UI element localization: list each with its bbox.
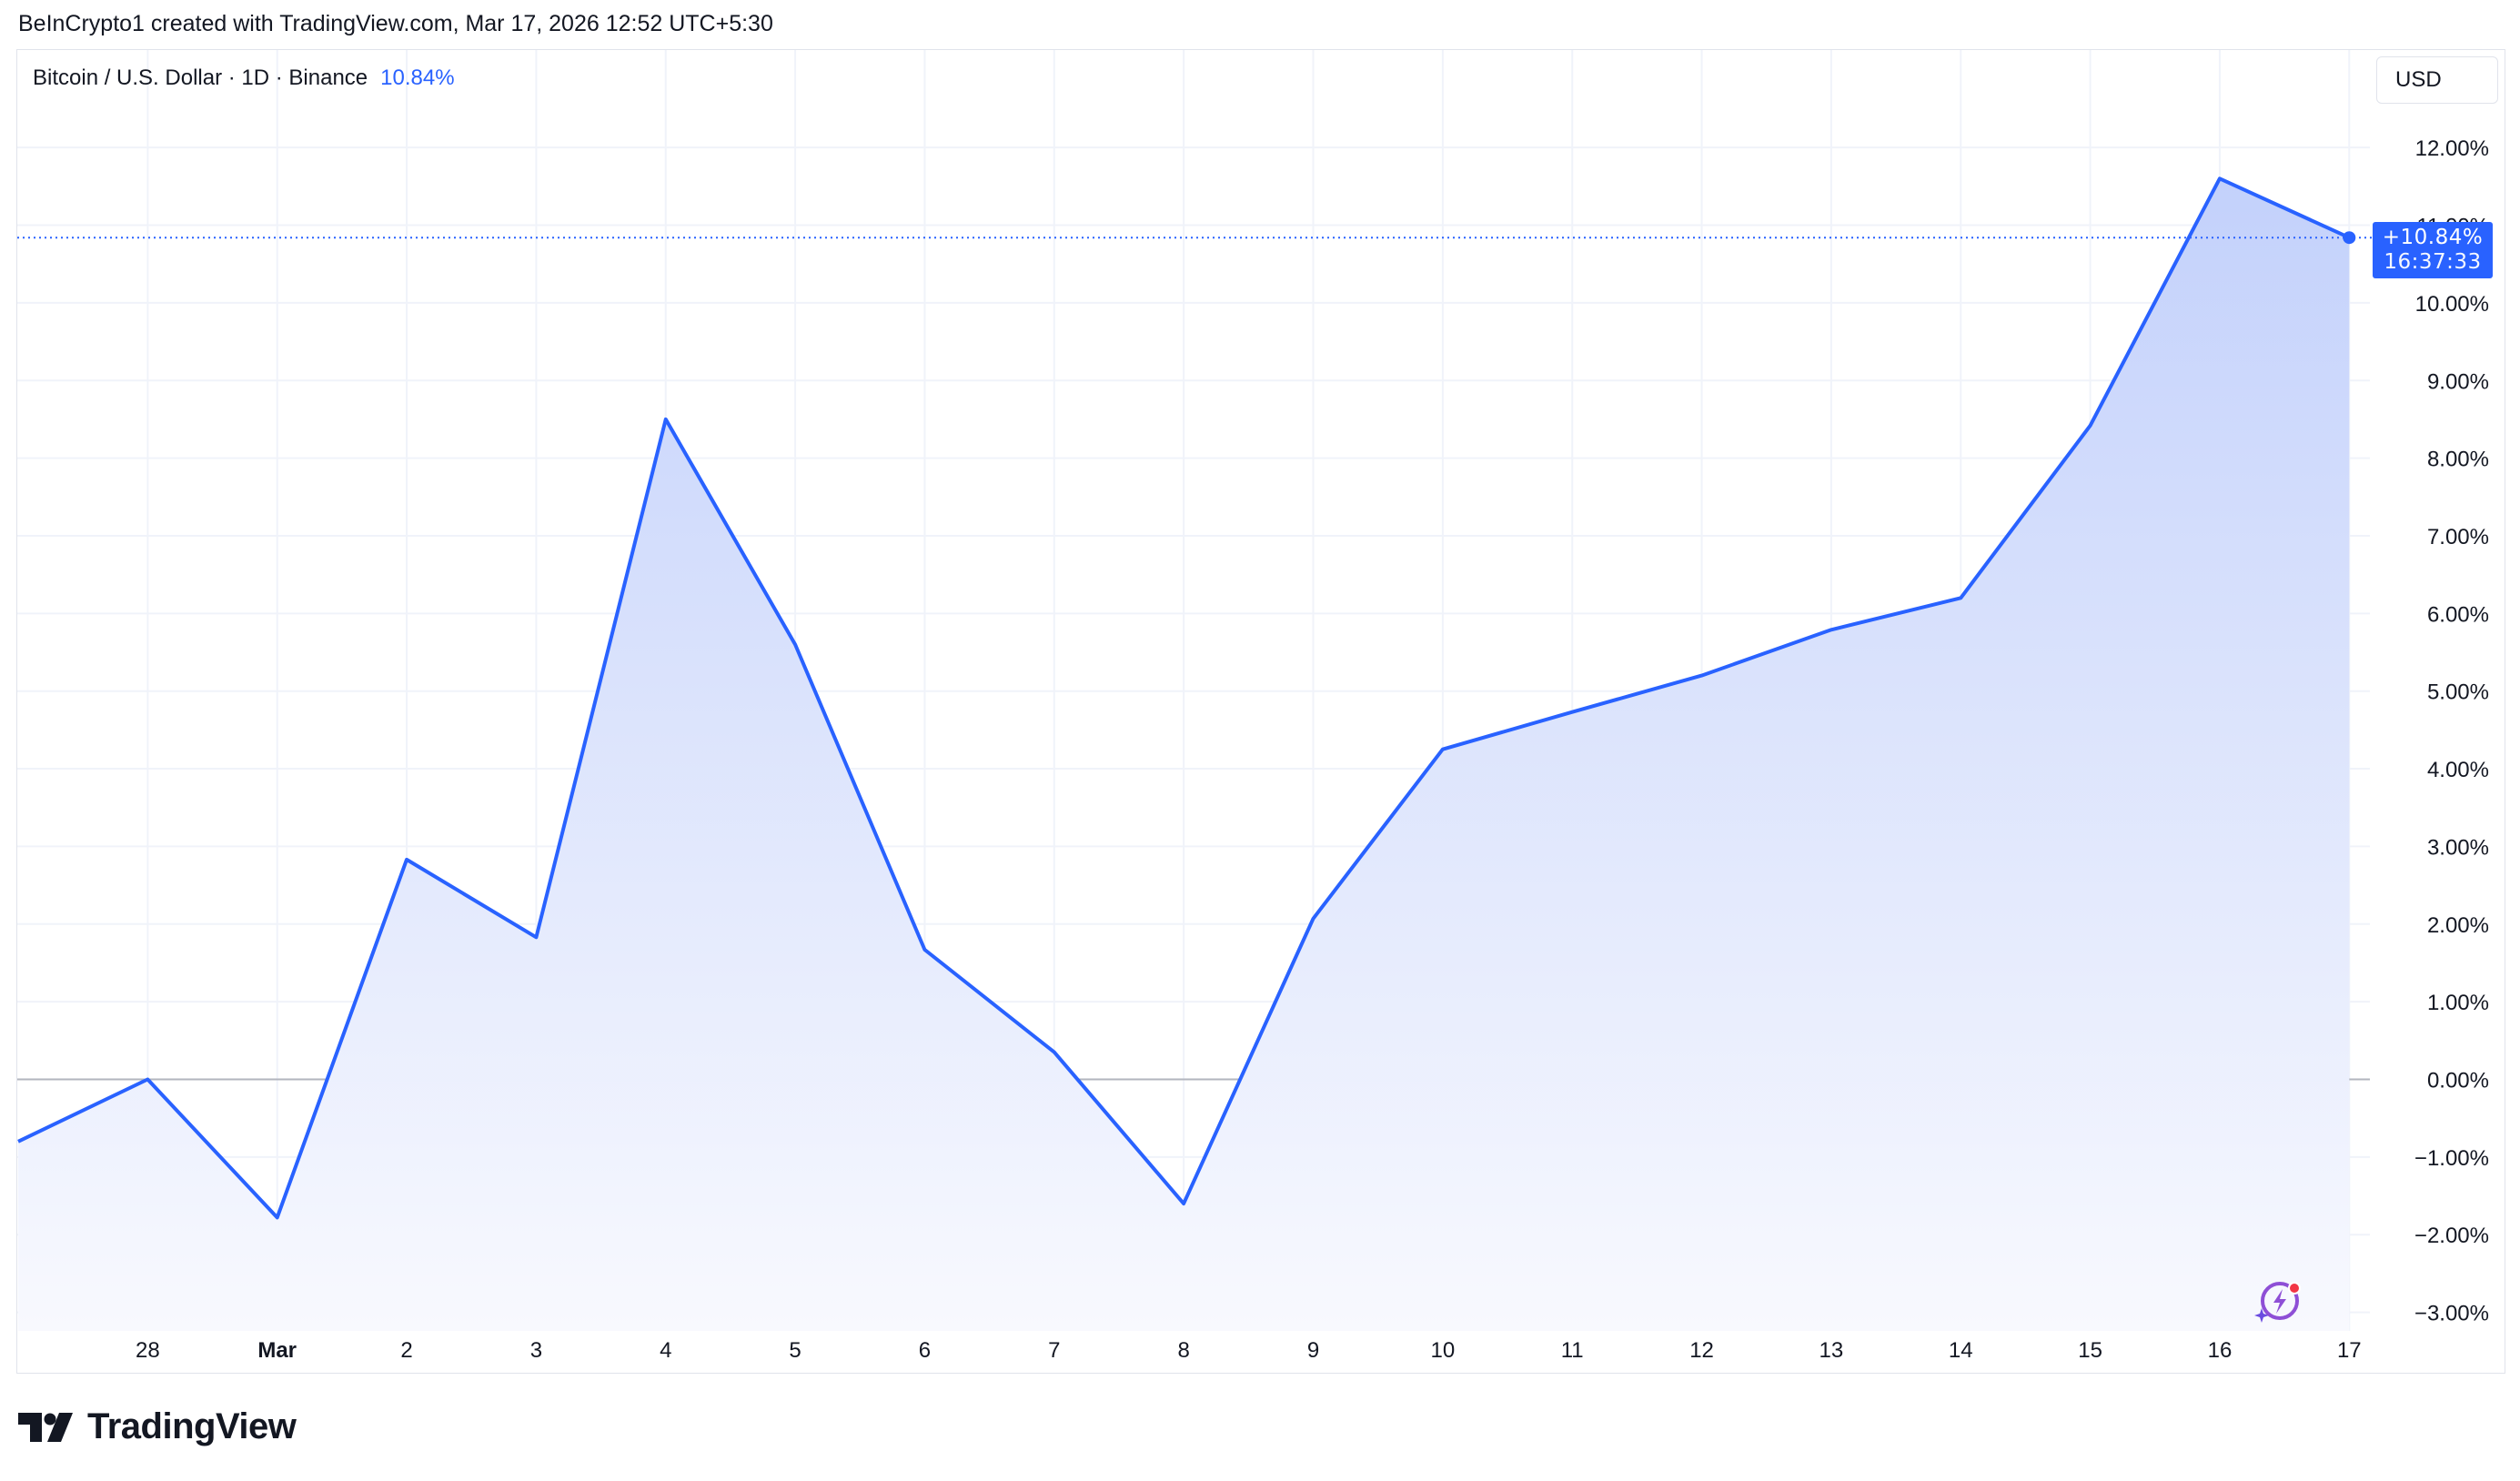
data-point[interactable] — [660, 414, 671, 425]
x-tick-label: Mar — [257, 1338, 297, 1363]
currency-button[interactable]: USD — [2376, 56, 2498, 104]
y-tick-label: 1.00% — [2427, 991, 2489, 1015]
data-point[interactable] — [401, 854, 412, 865]
data-point[interactable] — [142, 1074, 153, 1085]
data-point[interactable] — [1437, 744, 1448, 755]
y-tick-label: 0.00% — [2427, 1069, 2489, 1093]
data-point[interactable] — [2085, 420, 2096, 431]
y-tick-label: 2.00% — [2427, 913, 2489, 938]
y-tick-label: 10.00% — [2415, 292, 2489, 317]
last-price-value: +10.84% — [2382, 226, 2484, 249]
y-tick-label: 12.00% — [2415, 136, 2489, 161]
data-point[interactable] — [1308, 913, 1319, 924]
chart-legend[interactable]: Bitcoin / U.S. Dollar · 1D · Binance 10.8… — [33, 65, 455, 91]
x-tick-label: 11 — [1561, 1338, 1584, 1363]
x-tick-label: 16 — [2208, 1338, 2233, 1363]
x-tick-label: 2 — [400, 1338, 412, 1363]
y-tick-label: 9.00% — [2427, 369, 2489, 394]
data-point[interactable] — [530, 932, 541, 942]
y-tick-label: 8.00% — [2427, 448, 2489, 472]
y-tick-label: 5.00% — [2427, 680, 2489, 705]
y-tick-label: 6.00% — [2427, 602, 2489, 627]
x-tick-label: 3 — [530, 1338, 542, 1363]
y-tick-label: −3.00% — [2414, 1302, 2489, 1326]
x-tick-label: 28 — [136, 1338, 160, 1363]
series-area-fill — [18, 178, 2350, 1331]
x-axis: 28 Mar 2 3 4 5 6 7 8 9 10 11 12 13 14 15 16 17 — [136, 1338, 2362, 1363]
ai-sparkle-icon[interactable] — [2251, 1277, 2307, 1326]
data-point[interactable] — [1697, 670, 1708, 681]
legend-change: 10.84% — [380, 65, 455, 90]
x-tick-label: 8 — [1177, 1338, 1189, 1363]
data-point[interactable] — [1178, 1198, 1189, 1209]
x-tick-label: 5 — [789, 1338, 801, 1363]
x-tick-label: 10 — [1430, 1338, 1455, 1363]
tradingview-logo-icon — [18, 1412, 73, 1442]
data-point[interactable] — [13, 1136, 24, 1147]
chart-credit: BeInCrypto1 created with TradingView.com… — [18, 11, 773, 36]
chart-frame — [16, 49, 2505, 1374]
x-tick-label: 7 — [1048, 1338, 1060, 1363]
data-point[interactable] — [272, 1212, 283, 1223]
data-point[interactable] — [790, 639, 801, 650]
x-tick-label: 17 — [2337, 1338, 2362, 1363]
data-point[interactable] — [1049, 1047, 1060, 1058]
legend-symbol: Bitcoin / U.S. Dollar · 1D · Binance — [33, 65, 368, 90]
tradingview-wordmark: TradingView — [87, 1406, 297, 1446]
data-point[interactable] — [1955, 592, 1966, 603]
last-price-dot — [2343, 231, 2356, 245]
y-axis: 12.00% 10.00% 9.00% 8.00% 7.00% 6.00% 5.00% 4.0… — [2414, 136, 2489, 1325]
y-tick-label: 3.00% — [2427, 835, 2489, 860]
y-tick-label: 4.00% — [2427, 758, 2489, 782]
x-tick-label: 14 — [1949, 1338, 1973, 1363]
data-point[interactable] — [2214, 173, 2225, 184]
x-tick-label: 4 — [660, 1338, 671, 1363]
x-tick-label: 6 — [919, 1338, 931, 1363]
tradingview-logo[interactable]: TradingView — [18, 1406, 297, 1447]
last-price-tag: +10.84% 16:37:33 — [2373, 222, 2493, 278]
y-tick-label: 7.00% — [2427, 525, 2489, 549]
data-point[interactable] — [1567, 707, 1578, 718]
x-tick-label: 9 — [1307, 1338, 1319, 1363]
data-point[interactable] — [1826, 624, 1837, 635]
candle-countdown: 16:37:33 — [2384, 250, 2482, 274]
y-tick-label: −1.00% — [2414, 1146, 2489, 1171]
data-point[interactable] — [919, 944, 930, 955]
x-tick-label: 12 — [1689, 1338, 1714, 1363]
x-tick-label: 13 — [1819, 1338, 1844, 1363]
y-tick-label: −2.00% — [2414, 1224, 2489, 1248]
series-line — [17, 176, 2351, 1220]
x-tick-label: 15 — [2078, 1338, 2102, 1363]
